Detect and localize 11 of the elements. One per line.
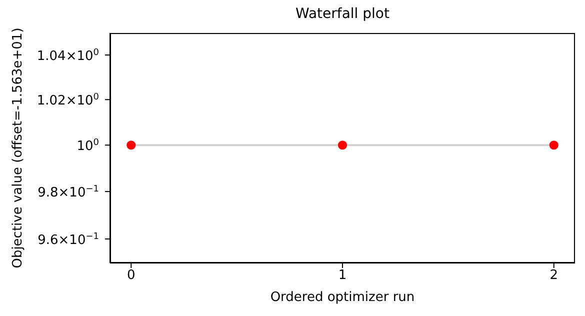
y-tick-label: 9.8×10$^{−1}$ (38, 184, 99, 201)
y-tick-label: 1.02×10$^{0}$ (36, 92, 100, 109)
x-tick-label: 1 (338, 268, 347, 284)
y-tick-label: 10$^{0}$ (76, 138, 100, 154)
x-tick-label: 2 (550, 268, 558, 284)
x-axis-title: Ordered optimizer run (269, 290, 416, 305)
y-tick-label: 1.04×10$^{0}$ (36, 48, 100, 64)
chart-title: Waterfall plot (294, 6, 390, 22)
y-axis-title: Objective value (offset=-1.563e+01) (10, 28, 26, 268)
x-tick-label: 0 (126, 268, 136, 284)
y-tick-label: 9.6×10$^{−1}$ (38, 232, 99, 248)
